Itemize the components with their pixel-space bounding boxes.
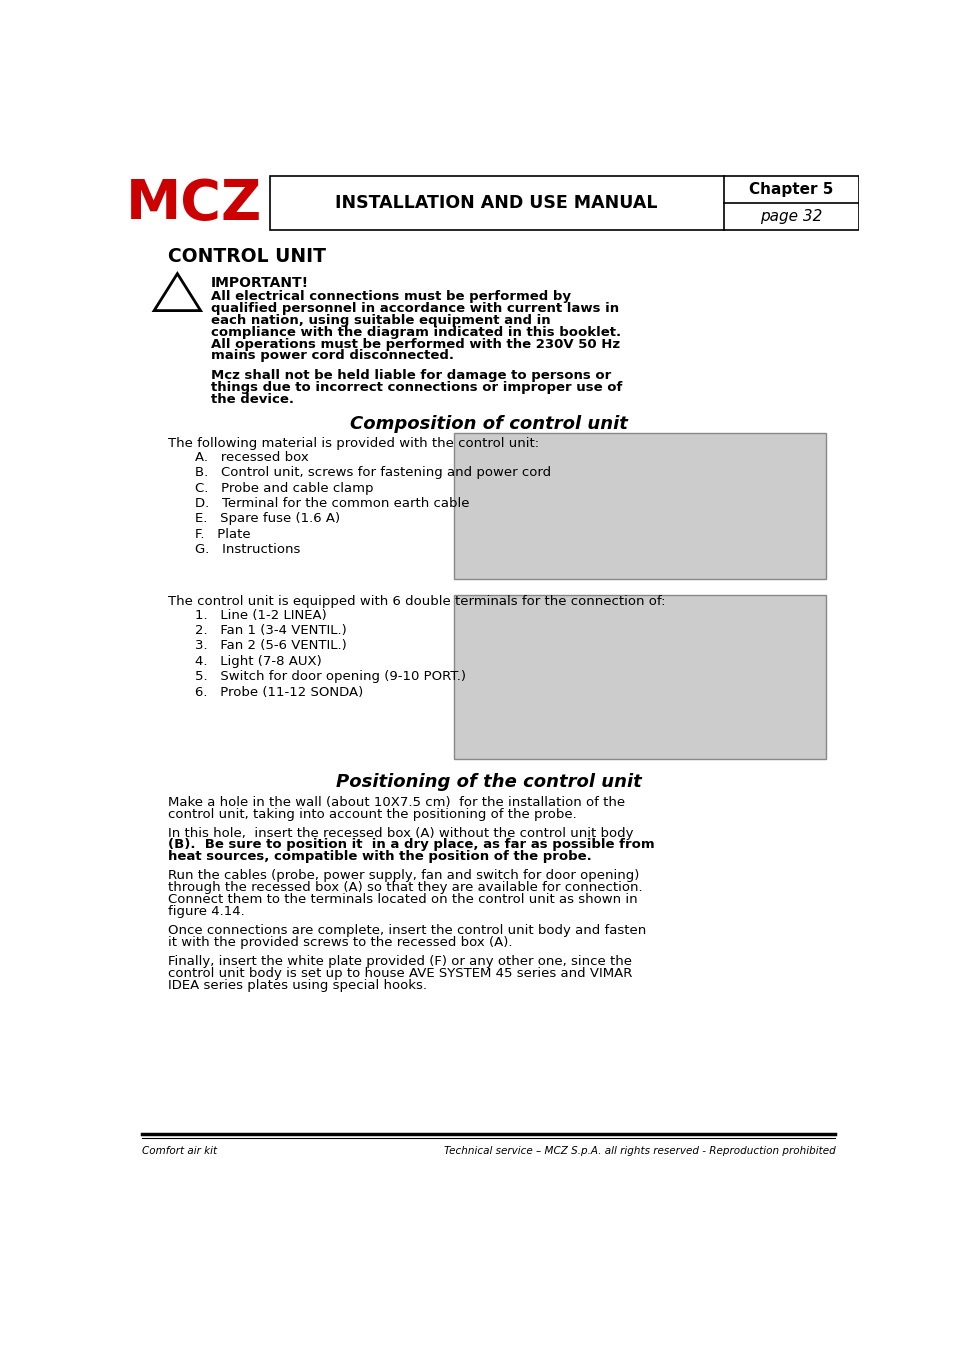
Text: through the recessed box (A) so that they are available for connection.: through the recessed box (A) so that the…: [168, 882, 642, 894]
Text: the device.: the device.: [211, 393, 294, 406]
Bar: [454, 433, 825, 579]
Text: 2.   Fan 1 (3-4 VENTIL.): 2. Fan 1 (3-4 VENTIL.): [195, 624, 347, 637]
Text: Technical service – MCZ S.p.A. all rights reserved - Reproduction prohibited: Technical service – MCZ S.p.A. all right…: [443, 1146, 835, 1156]
Text: 5.   Switch for door opening (9-10 PORT.): 5. Switch for door opening (9-10 PORT.): [195, 670, 466, 683]
Text: Mcz shall not be held liable for damage to persons or: Mcz shall not be held liable for damage …: [211, 369, 610, 382]
Text: D.   Terminal for the common earth cable: D. Terminal for the common earth cable: [195, 497, 469, 510]
Text: Finally, insert the white plate provided (F) or any other one, since the: Finally, insert the white plate provided…: [168, 954, 632, 968]
Text: E.   Spare fuse (1.6 A): E. Spare fuse (1.6 A): [195, 513, 340, 525]
Text: control unit body is set up to house AVE SYSTEM 45 series and VIMAR: control unit body is set up to house AVE…: [168, 967, 632, 980]
Text: CONTROL UNIT: CONTROL UNIT: [168, 247, 326, 266]
Text: 1.   Line (1-2 LINEA): 1. Line (1-2 LINEA): [195, 609, 327, 621]
Bar: [270, 176, 858, 230]
Text: mains power cord disconnected.: mains power cord disconnected.: [211, 350, 454, 363]
Text: control unit, taking into account the positioning of the probe.: control unit, taking into account the po…: [168, 807, 577, 821]
Text: All operations must be performed with the 230V 50 Hz: All operations must be performed with th…: [211, 338, 619, 351]
Text: Positioning of the control unit: Positioning of the control unit: [335, 772, 641, 791]
Text: 6.   Probe (11-12 SONDA): 6. Probe (11-12 SONDA): [195, 686, 363, 698]
Text: it with the provided screws to the recessed box (A).: it with the provided screws to the reces…: [168, 936, 512, 949]
Text: 3.   Fan 2 (5-6 VENTIL.): 3. Fan 2 (5-6 VENTIL.): [195, 640, 347, 652]
Text: In this hole,  insert the recessed box (A) without the control unit body: In this hole, insert the recessed box (A…: [168, 826, 633, 840]
Text: (B).  Be sure to position it  in a dry place, as far as possible from: (B). Be sure to position it in a dry pla…: [168, 838, 654, 852]
Text: C.   Probe and cable clamp: C. Probe and cable clamp: [195, 482, 374, 494]
Text: F.   Plate: F. Plate: [195, 528, 251, 541]
Text: B.   Control unit, screws for fastening and power cord: B. Control unit, screws for fastening an…: [195, 466, 551, 479]
Text: INSTALLATION AND USE MANUAL: INSTALLATION AND USE MANUAL: [335, 194, 658, 212]
Text: !: !: [171, 289, 184, 317]
Text: Connect them to the terminals located on the control unit as shown in: Connect them to the terminals located on…: [168, 894, 637, 906]
Text: compliance with the diagram indicated in this booklet.: compliance with the diagram indicated in…: [211, 325, 620, 339]
Text: Chapter 5: Chapter 5: [748, 182, 833, 197]
Text: things due to incorrect connections or improper use of: things due to incorrect connections or i…: [211, 381, 621, 394]
Text: IDEA series plates using special hooks.: IDEA series plates using special hooks.: [168, 979, 427, 992]
Text: Make a hole in the wall (about 10X7.5 cm)  for the installation of the: Make a hole in the wall (about 10X7.5 cm…: [168, 795, 624, 809]
Text: figure 4.14.: figure 4.14.: [168, 904, 245, 918]
Text: Run the cables (probe, power supply, fan and switch for door opening): Run the cables (probe, power supply, fan…: [168, 869, 639, 883]
Text: IMPORTANT!: IMPORTANT!: [211, 275, 309, 290]
Text: All electrical connections must be performed by: All electrical connections must be perfo…: [211, 290, 570, 302]
Text: qualified personnel in accordance with current laws in: qualified personnel in accordance with c…: [211, 302, 618, 315]
Text: heat sources, compatible with the position of the probe.: heat sources, compatible with the positi…: [168, 850, 591, 864]
Text: 4.   Light (7-8 AUX): 4. Light (7-8 AUX): [195, 655, 321, 668]
Text: The control unit is equipped with 6 double terminals for the connection of:: The control unit is equipped with 6 doub…: [168, 595, 665, 608]
Text: The following material is provided with the control unit:: The following material is provided with …: [168, 437, 538, 450]
Text: A.   recessed box: A. recessed box: [195, 451, 309, 464]
Text: page 32: page 32: [760, 209, 821, 224]
Text: Comfort air kit: Comfort air kit: [142, 1146, 217, 1156]
Text: Composition of control unit: Composition of control unit: [350, 414, 627, 432]
Text: Once connections are complete, insert the control unit body and fasten: Once connections are complete, insert th…: [168, 923, 645, 937]
Polygon shape: [154, 274, 200, 310]
Text: each nation, using suitable equipment and in: each nation, using suitable equipment an…: [211, 313, 550, 327]
Text: MCZ: MCZ: [126, 177, 262, 231]
Text: G.   Instructions: G. Instructions: [195, 543, 300, 556]
Bar: [454, 595, 825, 759]
